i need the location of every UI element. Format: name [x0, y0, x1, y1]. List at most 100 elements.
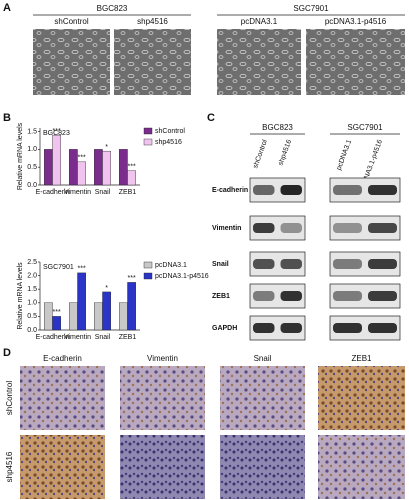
- significance: ***: [128, 275, 136, 282]
- bar: [94, 149, 103, 186]
- protein-label: GAPDH: [212, 325, 237, 332]
- significance: ***: [53, 128, 61, 135]
- column-label: Snail: [254, 354, 272, 363]
- blot-band: [333, 323, 362, 333]
- panel-label: D: [3, 347, 11, 359]
- legend-swatch: [143, 127, 153, 135]
- sample-label: pcDNA3.1: [241, 17, 278, 26]
- column-label: ZEB1: [351, 354, 372, 363]
- y-tick-label: 0.5: [27, 313, 37, 320]
- blot-band: [368, 185, 397, 195]
- lane-label: pcDNA3.1: [336, 139, 354, 171]
- row-label: shp4516: [5, 451, 14, 482]
- bar: [102, 291, 111, 331]
- blot-band: [333, 291, 362, 301]
- y-axis-label: Relative mRNA levels: [17, 262, 24, 330]
- bar: [52, 134, 61, 186]
- bar: [94, 302, 103, 331]
- group-title: SGC7901: [293, 4, 329, 13]
- bar: [44, 149, 53, 186]
- significance: ***: [128, 164, 136, 171]
- y-tick-label: 1.5: [27, 128, 37, 135]
- lane-label: shControl: [252, 139, 269, 170]
- legend-label: pcDNA3.1-p4516: [155, 273, 209, 280]
- blot-band: [368, 223, 397, 233]
- significance: ***: [78, 266, 86, 273]
- x-tick-label: Vimentin: [64, 334, 91, 341]
- ihc-image: [318, 366, 405, 430]
- x-tick-label: E-cadherin: [36, 334, 70, 341]
- significance: *: [105, 285, 108, 292]
- blot-band: [253, 323, 275, 333]
- blot-band: [253, 185, 275, 195]
- x-tick-label: Snail: [95, 189, 111, 196]
- panel-label: C: [207, 112, 215, 124]
- bar: [77, 272, 86, 331]
- y-tick-label: 1.5: [27, 286, 37, 293]
- micrograph: [306, 29, 405, 95]
- bar: [52, 316, 61, 331]
- ihc-image: [20, 366, 105, 430]
- x-tick-label: Vimentin: [64, 189, 91, 196]
- bar: [102, 150, 111, 186]
- ihc-image: [318, 435, 405, 499]
- ihc-image: [20, 435, 105, 499]
- lane-label: shp4516: [277, 139, 293, 167]
- legend-label: shControl: [155, 128, 185, 135]
- sample-label: shControl: [54, 17, 88, 26]
- panel-label: B: [3, 112, 11, 124]
- column-label: Vimentin: [147, 354, 178, 363]
- x-tick-label: E-cadherin: [36, 189, 70, 196]
- x-tick-label: ZEB1: [119, 334, 137, 341]
- legend-label: pcDNA3.1: [155, 262, 187, 269]
- blot-band: [253, 291, 275, 301]
- blot-band: [280, 323, 302, 333]
- bar: [119, 149, 128, 186]
- sample-label: shp4516: [137, 17, 168, 26]
- significance: ***: [78, 155, 86, 162]
- bar: [119, 302, 128, 331]
- sample-label: pcDNA3.1-p4516: [325, 17, 387, 26]
- bar: [69, 149, 78, 186]
- ihc-image: [220, 366, 305, 430]
- bar: [69, 302, 78, 331]
- y-tick-label: 2.5: [27, 259, 37, 266]
- blot-band: [368, 259, 397, 269]
- micrograph: [114, 29, 191, 95]
- y-axis-label: Relative mRNA levels: [17, 122, 24, 190]
- legend-swatch: [143, 272, 153, 280]
- y-tick-label: 0.0: [27, 327, 37, 334]
- ihc-image: [220, 435, 305, 499]
- bar: [44, 302, 53, 331]
- protein-label: Vimentin: [212, 225, 241, 232]
- legend-label: shp4516: [155, 139, 182, 146]
- blot-band: [333, 185, 362, 195]
- chart-title: SGC7901: [43, 264, 74, 271]
- significance: *: [105, 144, 108, 151]
- group-title: BGC823: [262, 123, 293, 132]
- ihc-image: [120, 366, 205, 430]
- chart-title: BGC823: [43, 130, 70, 137]
- y-tick-label: 0.0: [27, 182, 37, 189]
- blot-band: [253, 259, 275, 269]
- bar: [127, 282, 136, 331]
- bar: [127, 170, 136, 186]
- legend-swatch: [143, 261, 153, 269]
- micrograph: [217, 29, 301, 95]
- group-title: BGC823: [97, 4, 128, 13]
- ihc-image: [120, 435, 205, 499]
- blot-band: [253, 223, 275, 233]
- y-tick-label: 0.5: [27, 164, 37, 171]
- significance: ***: [53, 309, 61, 316]
- group-title: SGC7901: [347, 123, 383, 132]
- bar: [77, 161, 86, 186]
- blot-band: [280, 223, 302, 233]
- blot-band: [333, 223, 362, 233]
- blot-band: [280, 185, 302, 195]
- blot-band: [368, 291, 397, 301]
- protein-label: ZEB1: [212, 293, 230, 300]
- y-tick-label: 1.0: [27, 146, 37, 153]
- protein-label: E-cadherin: [212, 187, 248, 194]
- blot-band: [368, 323, 397, 333]
